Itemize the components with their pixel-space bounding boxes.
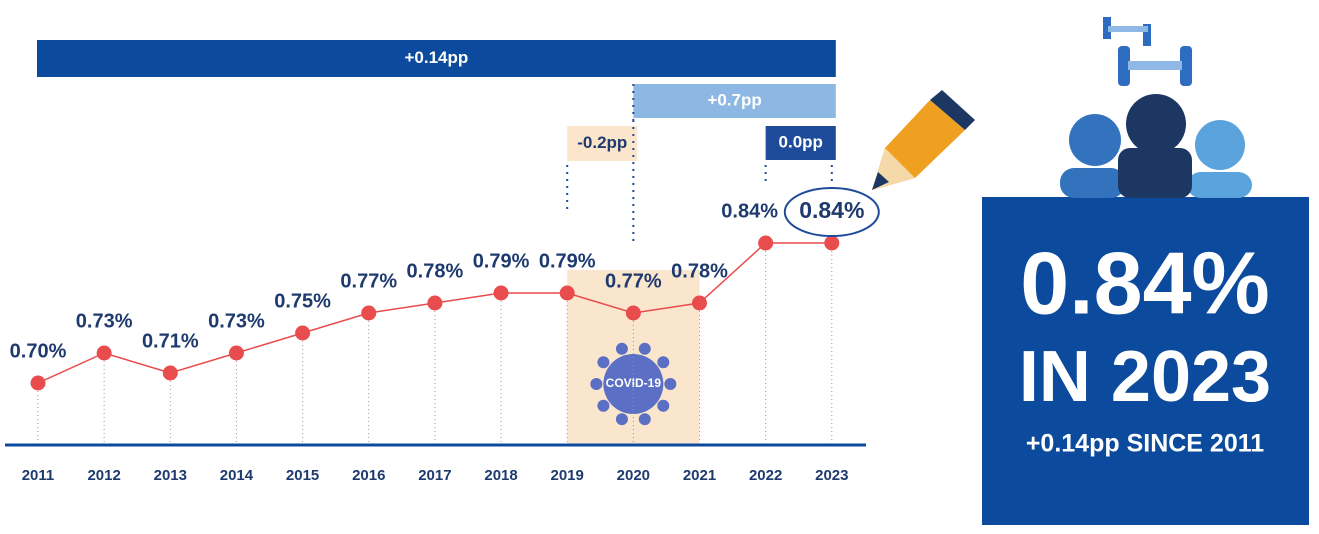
data-point xyxy=(30,375,46,391)
value-label: 0.79% xyxy=(539,250,596,272)
covid-label: COVID-19 xyxy=(606,376,662,390)
panel-value: 0.84% xyxy=(1020,233,1270,332)
data-point xyxy=(692,295,707,311)
chart: COVID-19 +0.14pp +0.7pp -0.2pp 0.0pp 0.70% 201… xyxy=(5,40,880,484)
virus-body xyxy=(603,354,664,414)
change-bracket xyxy=(567,126,638,161)
data-point xyxy=(295,325,311,341)
summary-panel xyxy=(982,197,1309,525)
value-label: 0.73% xyxy=(76,310,133,332)
value-label: 0.70% xyxy=(10,340,67,362)
virus-spike xyxy=(638,342,651,355)
value-label: 0.73% xyxy=(208,310,265,332)
data-point xyxy=(625,305,641,321)
virus-spike xyxy=(657,356,670,369)
panel-year: IN 2023 xyxy=(1019,337,1271,417)
data-point xyxy=(824,235,840,251)
value-label: 0.75% xyxy=(274,290,331,312)
value-label: 0.84% xyxy=(721,200,778,222)
panel-change: +0.14pp SINCE 2011 xyxy=(1026,430,1264,458)
virus-spike xyxy=(664,378,677,390)
virus-spike xyxy=(615,342,628,355)
x-tick-label: 2021 xyxy=(683,467,716,484)
x-tick-label: 2013 xyxy=(154,467,187,484)
data-point xyxy=(559,285,575,301)
data-point xyxy=(162,365,178,381)
covid-icon xyxy=(590,342,677,426)
change-bracket xyxy=(37,40,836,77)
x-tick-label: 2017 xyxy=(418,467,451,484)
x-tick-label: 2014 xyxy=(220,467,254,484)
x-tick-label: 2019 xyxy=(551,467,584,484)
x-tick-label: 2020 xyxy=(617,467,650,484)
virus-spike xyxy=(590,378,603,390)
data-point xyxy=(493,285,509,301)
value-label: 0.84% xyxy=(799,197,864,223)
data-point xyxy=(228,345,244,361)
highlight-ring xyxy=(783,187,880,237)
value-label: 0.77% xyxy=(605,270,662,292)
change-label: +0.7pp xyxy=(707,90,761,109)
virus-spike xyxy=(657,399,670,412)
change-label: -0.2pp xyxy=(577,133,627,152)
people-icon xyxy=(1060,17,1252,198)
virus-spike xyxy=(597,356,610,369)
x-tick-label: 2012 xyxy=(87,467,120,484)
x-tick-label: 2022 xyxy=(749,467,782,484)
virus-spike xyxy=(597,399,610,412)
virus-spike xyxy=(615,413,628,426)
value-label: 0.77% xyxy=(340,270,397,292)
x-tick-label: 2018 xyxy=(484,467,517,484)
x-tick-label: 2015 xyxy=(286,467,319,484)
change-bracket xyxy=(765,126,836,160)
virus-spike xyxy=(638,413,651,426)
data-point xyxy=(758,235,774,251)
change-label: 0.0pp xyxy=(779,132,823,151)
x-tick-label: 2011 xyxy=(22,467,55,484)
data-point xyxy=(427,295,443,311)
pencil-icon xyxy=(872,90,975,190)
data-point xyxy=(96,345,112,361)
value-label: 0.78% xyxy=(671,260,728,282)
change-label: +0.14pp xyxy=(405,48,469,67)
value-label: 0.71% xyxy=(142,330,199,352)
value-label: 0.78% xyxy=(407,260,464,282)
x-tick-label: 2023 xyxy=(815,467,848,484)
value-label: 0.79% xyxy=(473,250,530,272)
data-point xyxy=(361,305,377,321)
x-tick-label: 2016 xyxy=(352,467,385,484)
change-bracket xyxy=(633,84,836,118)
